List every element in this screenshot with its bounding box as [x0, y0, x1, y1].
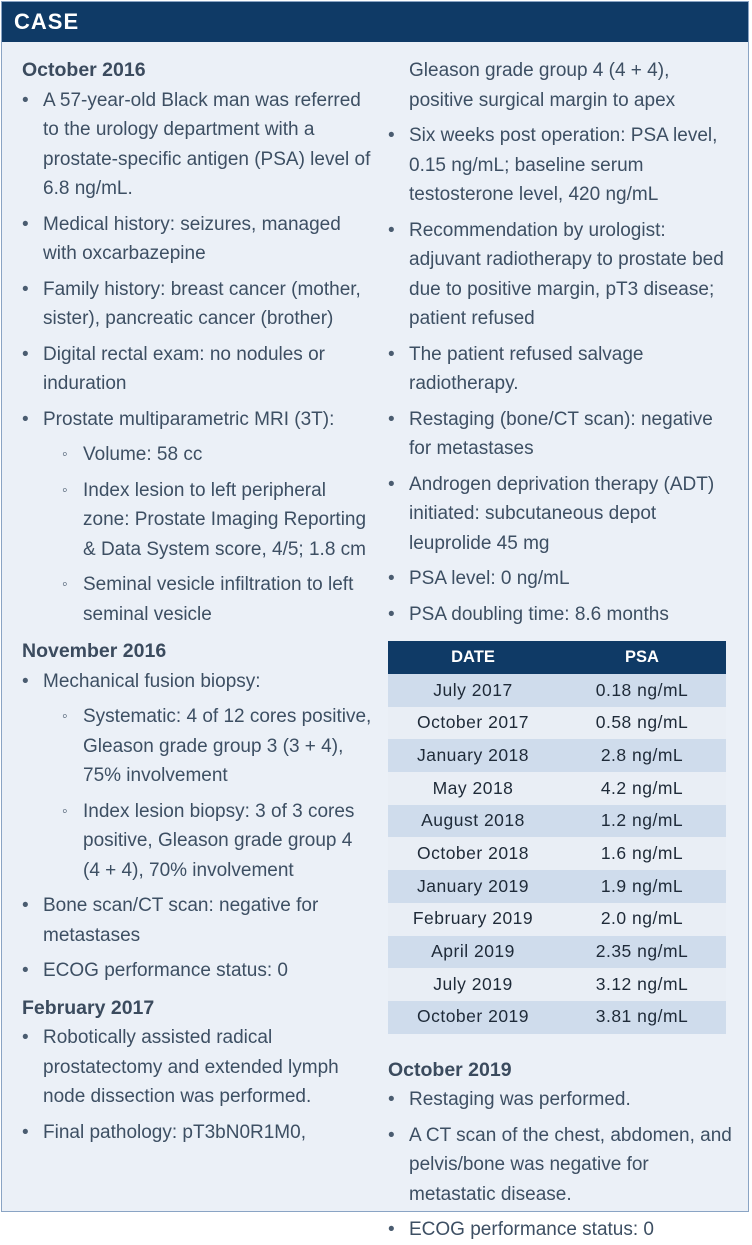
psa-cell: 2.0 ng/mL [558, 902, 726, 936]
continuation-text: Gleason grade group 4 (4 + 4), positive … [409, 60, 676, 111]
date-cell: July 2019 [388, 968, 558, 1001]
table-row: October 2018 1.6 ng/mL [388, 837, 726, 871]
list-item: Final pathology: pT3bN0R1M0, [22, 1118, 372, 1148]
table-row: January 2018 2.8 ng/mL [388, 739, 726, 773]
heading-february-2017: February 2017 [22, 996, 155, 1019]
psa-table: DATE PSA July 2017 0.18 ng/mL October 201… [388, 641, 726, 1034]
table-row: July 2019 3.12 ng/mL [388, 968, 726, 1001]
psa-cell: 1.2 ng/mL [558, 804, 726, 838]
date-cell: October 2019 [388, 1000, 558, 1034]
list-item: Restaging was performed. [388, 1085, 734, 1115]
date-cell: January 2018 [388, 739, 558, 773]
february-2017-list: Robotically assisted radical prostatecto… [22, 1023, 372, 1147]
sub-list-item: Systematic: 4 of 12 cores positive, Glea… [22, 702, 372, 791]
table-row: May 2018 4.2 ng/mL [388, 772, 726, 805]
table-row: October 2017 0.58 ng/mL [388, 706, 726, 740]
list-item: Androgen deprivation therapy (ADT) initi… [388, 470, 734, 559]
date-cell: May 2018 [388, 772, 558, 805]
list-item: ECOG performance status: 0 [388, 1215, 734, 1245]
list-item: Mechanical fusion biopsy: [22, 667, 372, 697]
psa-cell: 1.9 ng/mL [558, 870, 726, 903]
sub-list-item: Index lesion biopsy: 3 of 3 cores positi… [22, 797, 372, 886]
psa-cell: 0.18 ng/mL [558, 674, 726, 707]
february-2017-continued-list: Six weeks post operation: PSA level, 0.1… [388, 121, 734, 629]
case-header: CASE [2, 2, 748, 42]
date-cell: October 2017 [388, 706, 558, 740]
list-item: Digital rectal exam: no nodules or indur… [22, 340, 372, 399]
psa-cell: 3.12 ng/mL [558, 968, 726, 1001]
list-item: Bone scan/CT scan: negative for metastas… [22, 891, 372, 950]
table-row: July 2017 0.18 ng/mL [388, 674, 726, 707]
october-2016-list: A 57-year-old Black man was referred to … [22, 86, 372, 630]
list-item: A 57-year-old Black man was referred to … [22, 86, 372, 204]
date-column-header: DATE [388, 641, 558, 674]
heading-october-2019: October 2019 [388, 1058, 512, 1081]
list-item: A CT scan of the chest, abdomen, and pel… [388, 1121, 734, 1210]
table-row: February 2019 2.0 ng/mL [388, 902, 726, 936]
heading-october-2016: October 2016 [22, 59, 146, 81]
heading-november-2016: November 2016 [22, 640, 167, 662]
table-header-row: DATE PSA [388, 641, 726, 674]
list-item: PSA doubling time: 8.6 months [388, 600, 734, 630]
november-2016-list: Mechanical fusion biopsy: Systematic: 4 … [22, 667, 372, 986]
psa-cell: 0.58 ng/mL [558, 706, 726, 740]
list-item: Family history: breast cancer (mother, s… [22, 275, 372, 334]
psa-cell: 1.6 ng/mL [558, 837, 726, 871]
date-cell: October 2018 [388, 837, 558, 871]
right-column: Gleason grade group 4 (4 + 4), positive … [388, 56, 734, 1245]
psa-cell: 3.81 ng/mL [558, 1000, 726, 1034]
list-item: Prostate multiparametric MRI (3T): [22, 405, 372, 435]
list-item: Six weeks post operation: PSA level, 0.1… [388, 121, 734, 210]
date-cell: January 2019 [388, 870, 558, 903]
list-item: Restaging (bone/CT scan): negative for m… [388, 405, 734, 464]
sub-list-item: Volume: 58 cc [22, 440, 372, 470]
date-cell: July 2017 [388, 674, 558, 707]
october-2019-list: Restaging was performed. A CT scan of th… [388, 1085, 734, 1245]
psa-cell: 2.35 ng/mL [558, 935, 726, 969]
list-item: Recommendation by urologist: adjuvant ra… [388, 216, 734, 334]
list-item: ECOG performance status: 0 [22, 956, 372, 986]
psa-cell: 4.2 ng/mL [558, 772, 726, 805]
psa-column-header: PSA [558, 641, 726, 674]
list-item: Robotically assisted radical prostatecto… [22, 1023, 372, 1112]
sub-list-item: Index lesion to left peripheral zone: Pr… [22, 476, 372, 565]
list-item: PSA level: 0 ng/mL [388, 564, 734, 594]
table-row: August 2018 1.2 ng/mL [388, 804, 726, 838]
psa-cell: 2.8 ng/mL [558, 739, 726, 773]
list-item: Medical history: seizures, managed with … [22, 210, 372, 269]
sub-list-item: Seminal vesicle infiltration to left sem… [22, 570, 372, 629]
list-item: The patient refused salvage radiotherapy… [388, 340, 734, 399]
date-cell: February 2019 [388, 902, 558, 936]
case-title: CASE [14, 9, 80, 34]
date-cell: August 2018 [388, 804, 558, 838]
table-row: January 2019 1.9 ng/mL [388, 870, 726, 903]
date-cell: April 2019 [388, 935, 558, 969]
left-column: October 2016 A 57-year-old Black man was… [22, 56, 372, 1147]
table-row: April 2019 2.35 ng/mL [388, 935, 726, 969]
table-row: October 2019 3.81 ng/mL [388, 1000, 726, 1034]
